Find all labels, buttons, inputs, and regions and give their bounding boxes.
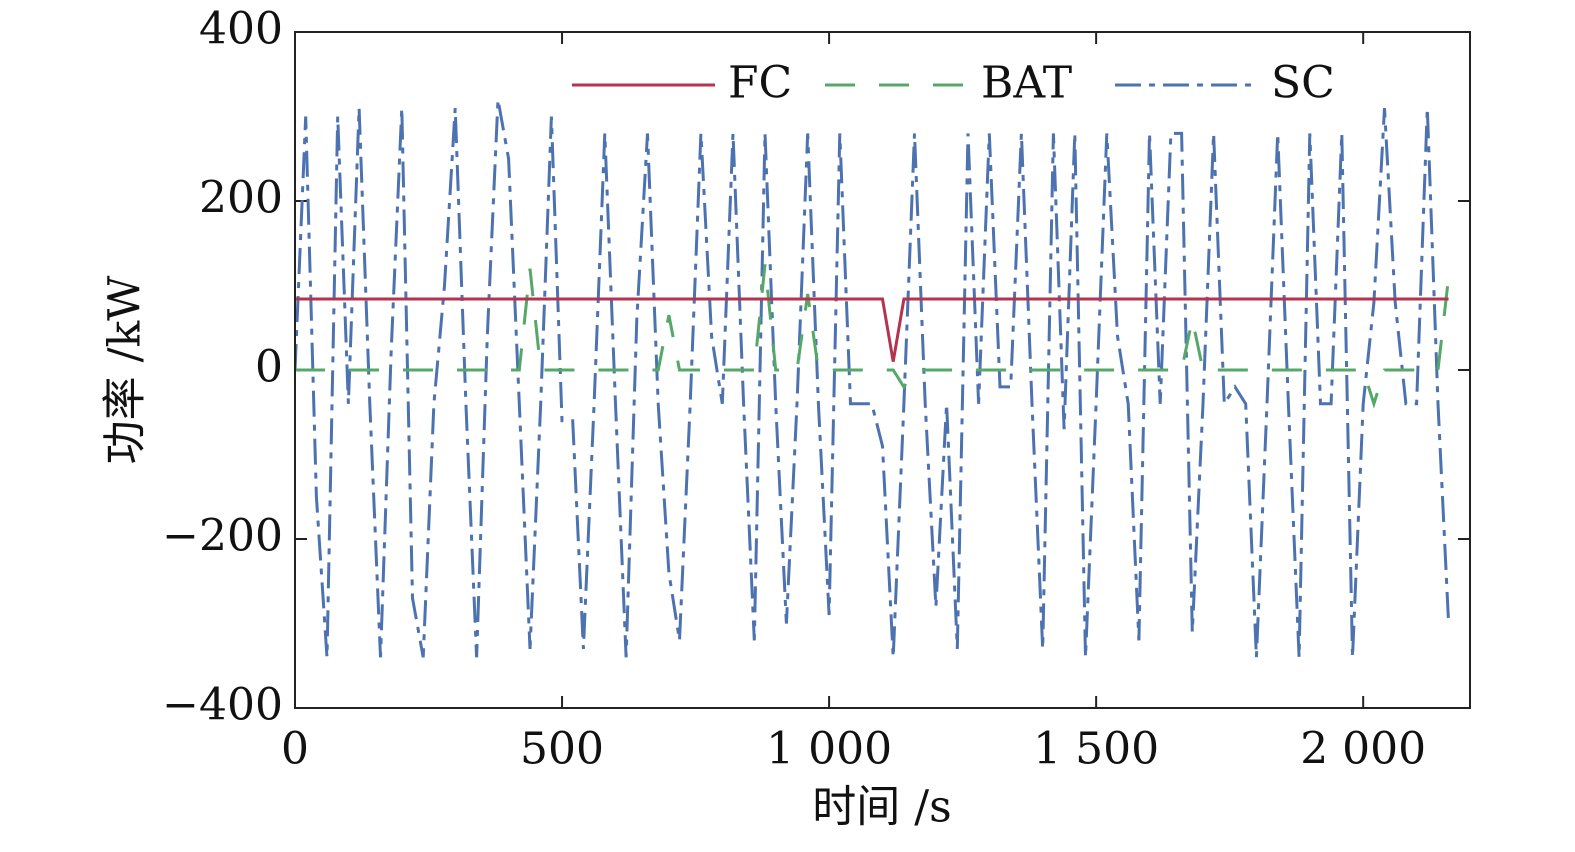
series-line <box>295 264 1451 409</box>
x-tick-label: 1 500 <box>1033 724 1159 775</box>
y-axis-label: 功率 /kW <box>100 275 151 464</box>
plot-frame <box>294 31 1471 709</box>
legend-label: BAT <box>981 58 1072 109</box>
series-line <box>295 297 1449 362</box>
x-tick-label: 2 000 <box>1300 724 1426 775</box>
legend-label: FC <box>728 58 792 109</box>
y-tick-label: 400 <box>199 4 283 55</box>
x-tick-label: 500 <box>520 724 604 775</box>
series-line <box>295 99 1451 658</box>
legend-label: SC <box>1271 58 1335 109</box>
y-tick-label: −400 <box>162 680 283 731</box>
x-tick-label: 1 000 <box>766 724 892 775</box>
x-tick-label: 0 <box>281 724 309 775</box>
x-axis-label: 时间 /s <box>812 782 951 833</box>
y-tick-label: 0 <box>255 342 283 393</box>
y-tick-label: −200 <box>162 511 283 562</box>
y-tick-label: 200 <box>199 173 283 224</box>
